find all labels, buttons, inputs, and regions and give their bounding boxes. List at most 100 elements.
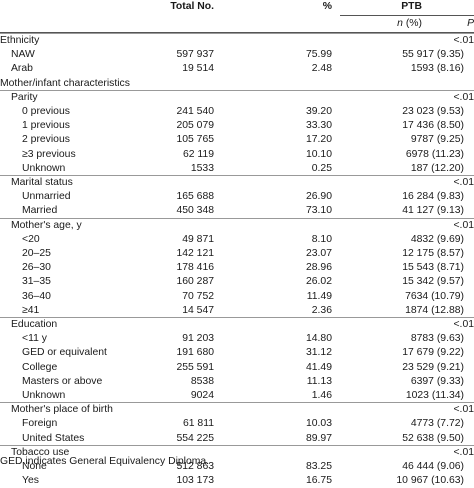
table-row: Unmarried 165 688 26.90 16 284 (9.83)	[0, 190, 474, 204]
row-label: 0 previous	[22, 106, 70, 117]
row-percent: 41.49	[305, 361, 332, 373]
table-row: 20–25 142 121 23.07 12 175 (8.57)	[0, 247, 474, 261]
row-total: 70 752	[182, 290, 214, 302]
row-label: None	[22, 461, 47, 472]
row-label: ≥3 previous	[22, 148, 76, 160]
row-label: Mother/infant characteristics	[0, 77, 130, 89]
row-label: Ethnicity	[0, 35, 40, 46]
row-ptb: 1874 (12.88)	[405, 304, 464, 316]
row-ptb: 4832 (9.69)	[410, 233, 464, 245]
row-ptb: 55 917 (9.35)	[402, 49, 464, 61]
table-row: Mother's place of birth <.01	[0, 403, 474, 417]
row-total: 103 173	[176, 475, 214, 487]
row-percent: 2.48	[311, 63, 332, 75]
section-rule	[0, 402, 474, 404]
row-percent: 28.96	[305, 262, 332, 274]
header-total: Total No.	[170, 1, 214, 12]
table-row: College 255 591 41.49 23 529 (9.21)	[0, 361, 474, 375]
row-label: College	[22, 361, 58, 373]
row-label: Education	[11, 319, 58, 330]
row-p-value: <.01	[453, 319, 474, 330]
row-label: Unmarried	[22, 191, 71, 203]
row-percent: 23.07	[305, 248, 332, 259]
header-divider	[340, 15, 474, 16]
row-ptb: 1593 (8.16)	[410, 63, 464, 75]
row-label: Unknown	[22, 162, 66, 174]
row-total: 205 079	[176, 120, 214, 132]
table-header: Total No. % PTB	[0, 0, 474, 14]
row-total: 49 871	[182, 233, 214, 245]
table-row: 26–30 178 416 28.96 15 543 (8.71)	[0, 261, 474, 275]
row-total: 255 591	[176, 361, 214, 373]
row-ptb: 41 127 (9.13)	[402, 205, 464, 217]
row-percent: 73.10	[305, 205, 332, 217]
row-percent: 10.10	[305, 148, 332, 160]
table-row: Mother/infant characteristics	[0, 77, 474, 91]
n-pct-label: (%)	[402, 18, 422, 29]
row-percent: 75.99	[305, 49, 332, 61]
row-total: 142 121	[176, 248, 214, 259]
row-label: Married	[22, 205, 58, 217]
row-ptb: 8783 (9.63)	[410, 333, 464, 345]
table-row: United States 554 225 89.97 52 638 (9.50)	[0, 432, 474, 446]
table-row: Foreign 61 811 10.03 4773 (7.72)	[0, 417, 474, 431]
row-label: 20–25	[22, 248, 51, 259]
row-ptb: 23 529 (9.21)	[402, 361, 464, 373]
row-ptb: 15 543 (8.71)	[402, 262, 464, 274]
table-row: 0 previous 241 540 39.20 23 023 (9.53)	[0, 105, 474, 119]
row-percent: 8.10	[311, 233, 332, 245]
section-rule	[0, 33, 474, 34]
row-percent: 39.20	[305, 106, 332, 117]
table-row: Tobacco use <.01	[0, 446, 474, 460]
table-row: NAW 597 937 75.99 55 917 (9.35)	[0, 48, 474, 62]
row-p-value: <.01	[453, 177, 474, 188]
row-percent: 26.90	[305, 191, 332, 203]
row-label: Yes	[22, 475, 39, 487]
row-ptb: 10 967 (10.63)	[396, 475, 464, 487]
row-label: <11 y	[22, 333, 47, 345]
row-total: 512 863	[176, 461, 214, 472]
row-label: Mother's age, y	[11, 219, 82, 231]
row-percent: 1.46	[311, 390, 332, 401]
row-total: 554 225	[176, 432, 214, 444]
row-label: Marital status	[11, 177, 73, 188]
table-row: Yes 103 173 16.75 10 967 (10.63)	[0, 474, 474, 488]
row-label: 2 previous	[22, 134, 70, 146]
section-rule	[0, 444, 474, 446]
row-ptb: 12 175 (8.57)	[402, 248, 464, 259]
n-label: n	[397, 18, 403, 29]
row-ptb: 46 444 (9.06)	[402, 461, 464, 472]
row-ptb: 7634 (10.79)	[405, 290, 464, 302]
row-total: 9024	[190, 390, 214, 401]
row-label: 31–35	[22, 276, 51, 288]
row-label: Masters or above	[22, 375, 103, 387]
subheader-p: P	[467, 18, 474, 29]
table-row: Unknown 9024 1.46 1023 (11.34)	[0, 389, 474, 403]
row-total: 191 680	[176, 347, 214, 359]
table-row: ≥3 previous 62 119 10.10 6978 (11.23)	[0, 148, 474, 162]
table-row: Arab 19 514 2.48 1593 (8.16)	[0, 62, 474, 76]
row-label: 1 previous	[22, 120, 70, 132]
row-label: ≥41	[22, 304, 40, 316]
row-label: Tobacco use	[11, 446, 70, 458]
row-total: 160 287	[176, 276, 214, 288]
row-total: 178 416	[176, 262, 214, 274]
table-row: Masters or above 8538 11.13 6397 (9.33)	[0, 375, 474, 389]
row-total: 19 514	[182, 63, 214, 75]
table-row: 31–35 160 287 26.02 15 342 (9.57)	[0, 275, 474, 289]
row-p-value: <.01	[453, 219, 474, 231]
table-row: Marital status <.01	[0, 176, 474, 190]
header-ptb: PTB	[401, 1, 422, 12]
table-row: Education <.01	[0, 318, 474, 332]
row-p-value: <.01	[453, 404, 474, 416]
row-percent: 26.02	[305, 276, 332, 288]
row-total: 14 547	[182, 304, 214, 316]
row-ptb: 17 679 (9.22)	[402, 347, 464, 359]
row-percent: 16.75	[305, 475, 332, 487]
row-label: Unknown	[22, 390, 66, 401]
row-total: 450 348	[176, 205, 214, 217]
row-total: 241 540	[176, 106, 214, 117]
row-ptb: 17 436 (8.50)	[402, 120, 464, 132]
subheader-n: n (%)	[397, 17, 422, 31]
